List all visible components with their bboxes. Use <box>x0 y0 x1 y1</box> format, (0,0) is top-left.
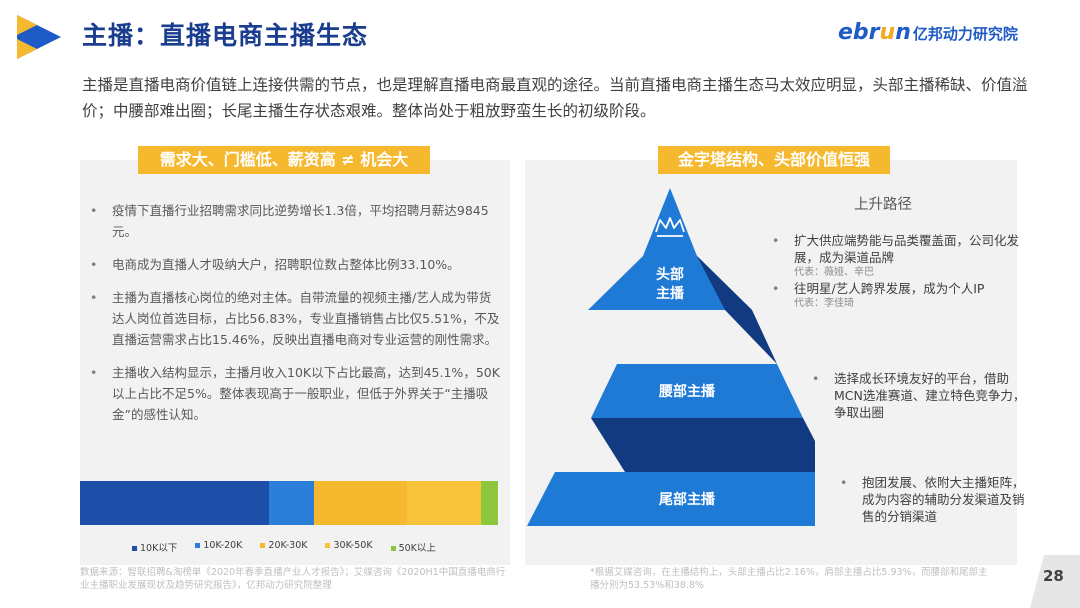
bullet-icon: • <box>772 233 780 248</box>
mid-anchor-note: • 选择成长环境友好的平台，借助MCN选准赛道、建立特色竞争力，争取出圈 <box>812 371 1026 420</box>
income-bar-segment <box>268 481 315 525</box>
legend-label: 20K-30K <box>268 540 308 551</box>
right-section-badge: 金字塔结构、头部价值恒强 <box>658 146 890 174</box>
income-legend: 10K以下 10K-20K 20K-30K 30K-50K 50K以上 <box>132 540 436 554</box>
pyramid-head-tier <box>588 256 752 310</box>
legend-label: 30K-50K <box>333 540 373 551</box>
pyramid-tail-label: 尾部主播 <box>659 491 716 508</box>
income-bar-segment <box>314 481 408 525</box>
page-title: 主播：直播电商主播生态 <box>82 21 369 50</box>
pyramid-connector-2 <box>591 418 815 472</box>
list-item: • 电商成为直播人才吸纳大户，招聘职位数占整体比例33.10%。 <box>90 254 500 275</box>
bullet-icon: • <box>812 371 820 386</box>
crown-icon <box>655 217 685 237</box>
data-source-note: 数据来源：智联招聘&淘榜单《2020年春季直播产业人才报告》；艾媒咨询《2020… <box>80 567 506 591</box>
legend-item: 10K-20K <box>195 540 242 554</box>
bullet-list: • 疫情下直播行业招聘需求同比逆势增长1.3倍，平均招聘月薪达9845元。 • 电商… <box>90 200 500 437</box>
bullet-icon: • <box>90 257 98 272</box>
anchor-pyramid: 头部主播 腰部主播 尾部主播 <box>527 188 815 526</box>
logo-play-icon <box>17 15 61 59</box>
income-bar-segment <box>481 481 498 525</box>
income-bar-segment <box>407 481 482 525</box>
bullet-icon: • <box>90 203 98 218</box>
income-bar-segment <box>80 481 269 525</box>
legend-swatch <box>390 546 396 551</box>
pyramid-head-label: 头部主播 <box>656 266 685 302</box>
legend-item: 10K以下 <box>132 540 177 554</box>
list-item: • 主播收入结构显示，主播月收入10K以下占比最高，达到45.1%，50K以上占比… <box>90 362 500 425</box>
list-item: • 主播为直播核心岗位的绝对主体。自带流量的视频主播/艺人成为带货达人岗位首选目标… <box>90 287 500 350</box>
legend-item: 50K以上 <box>390 540 436 554</box>
head-anchor-note-1: • 扩大供应端势能与品类覆盖面，公司化发展，成为渠道品牌 代表：薇娅、辛巴 <box>772 233 1020 278</box>
pyramid-connector-1 <box>697 256 777 364</box>
legend-label: 50K以上 <box>398 543 436 554</box>
legend-swatch <box>195 543 201 548</box>
legend-item: 20K-30K <box>260 540 307 554</box>
income-stacked-bar <box>80 481 498 525</box>
pyramid-mid-label: 腰部主播 <box>658 383 716 400</box>
legend-item: 30K-50K <box>325 540 373 554</box>
page-number-shape <box>1030 555 1080 608</box>
legend-label: 10K-20K <box>203 540 243 551</box>
ascent-path-title: 上升路径 <box>854 197 912 213</box>
pyramid-footnote: *根据艾媒咨询，在主播结构上，头部主播占比2.16%，肩部主播占比5.93%，而… <box>590 567 988 591</box>
bullet-icon: • <box>90 365 98 380</box>
pyramid-top-tip <box>643 188 697 256</box>
legend-swatch <box>325 543 331 548</box>
bullet-icon: • <box>840 475 848 490</box>
list-item: • 疫情下直播行业招聘需求同比逆势增长1.3倍，平均招聘月薪达9845元。 <box>90 200 500 242</box>
legend-swatch <box>260 543 266 548</box>
intro-paragraph: 主播是直播电商价值链上连接供需的节点，也是理解直播电商最直观的途径。当前直播电商… <box>82 76 1028 120</box>
brand-logo: ebrun 亿邦动力研究院 <box>838 20 1018 45</box>
legend-label: 10K以下 <box>140 543 178 554</box>
head-anchor-note-2: • 往明星/艺人跨界发展，成为个人IP 代表：李佳琦 <box>772 281 985 309</box>
pyramid-mid-tier <box>591 364 803 418</box>
page-number: 28 <box>1043 567 1064 585</box>
pyramid-tail-tier <box>527 472 815 526</box>
bullet-icon: • <box>772 281 780 296</box>
left-section-badge: 需求大、门槛低、薪资高 ≠ 机会大 <box>138 146 430 174</box>
tail-anchor-note: • 抱团发展、依附大主播矩阵，成为内容的辅助分发渠道及销售的分销渠道 <box>840 475 1025 524</box>
legend-swatch <box>132 546 137 551</box>
bullet-icon: • <box>90 290 98 305</box>
